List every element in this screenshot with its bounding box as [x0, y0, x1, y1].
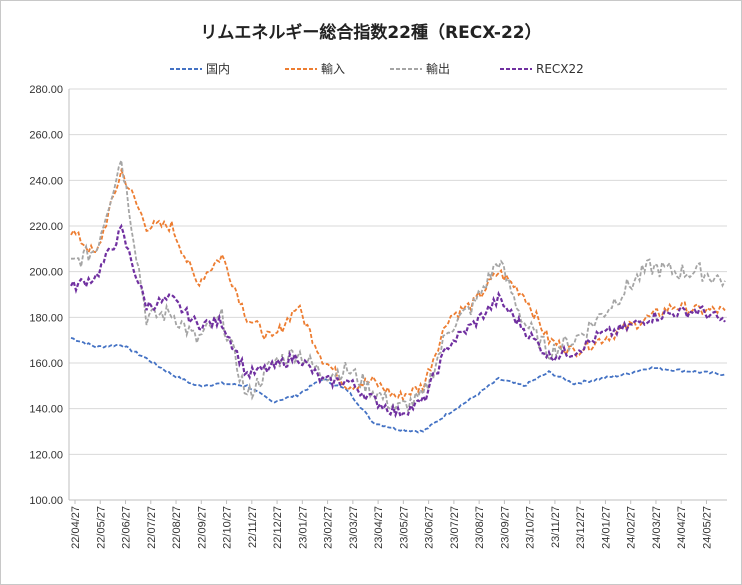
x-tick-label: 22/10/27 [222, 506, 234, 549]
x-tick-label: 23/11/27 [550, 506, 562, 548]
x-tick-label: 24/05/27 [701, 506, 713, 549]
series-line-4 [70, 223, 726, 419]
legend-label: RECX22 [536, 62, 584, 76]
x-tick-label: 22/06/27 [121, 506, 133, 549]
x-tick-label: 23/05/27 [398, 506, 410, 549]
x-tick-label: 22/08/27 [171, 506, 183, 549]
x-tick-label: 23/09/27 [499, 506, 511, 549]
x-tick-label: 24/04/27 [676, 506, 688, 549]
x-tick-label: 23/01/27 [297, 506, 309, 549]
x-tick-label: 23/04/27 [373, 506, 385, 549]
x-tick-label: 22/11/27 [247, 506, 259, 548]
x-tick-label: 24/01/27 [600, 506, 612, 549]
x-tick-label: 23/02/27 [323, 506, 335, 549]
series-line-2 [70, 167, 726, 403]
x-tick-label: 22/04/27 [70, 506, 82, 549]
y-tick-label: 180.00 [29, 312, 63, 324]
y-tick-label: 260.00 [29, 130, 63, 142]
x-tick-label: 23/03/27 [348, 506, 360, 549]
legend-label: 国内 [206, 62, 230, 76]
y-tick-label: 140.00 [29, 404, 63, 416]
x-tick-label: 22/07/27 [146, 506, 158, 549]
chart-title: リムエネルギー総合指数22種（RECX-22） [200, 23, 542, 43]
series-line-3 [71, 160, 726, 412]
series-lines [70, 160, 726, 434]
y-axis: 100.00 120.00 140.00 160.00 180.00 200.00 220.… [29, 84, 70, 507]
y-tick-label: 100.00 [29, 495, 63, 507]
x-tick-label: 23/07/27 [449, 506, 461, 549]
x-tick-label: 23/10/27 [525, 506, 537, 549]
y-tick-label: 200.00 [29, 267, 63, 279]
y-tick-label: 240.00 [29, 175, 63, 187]
legend-label: 輸入 [321, 61, 345, 76]
legend: 国内 輸入 輸出 RECX22 [170, 61, 584, 76]
x-tick-label: 23/08/27 [474, 506, 486, 549]
y-tick-label: 220.00 [29, 221, 63, 233]
gridlines [69, 88, 727, 501]
x-tick-label: 23/06/27 [424, 506, 436, 549]
x-axis: 22/04/27 22/05/27 22/06/27 22/07/27 22/08/27… [69, 499, 727, 549]
x-tick-label: 22/12/27 [272, 506, 284, 549]
y-tick-label: 160.00 [29, 358, 63, 370]
y-tick-label: 280.00 [29, 84, 63, 96]
x-tick-label: 22/05/27 [95, 506, 107, 549]
x-tick-label: 22/09/27 [196, 506, 208, 549]
series-line-1 [70, 337, 726, 434]
x-tick-label: 23/12/27 [575, 506, 587, 549]
x-tick-label: 24/03/27 [651, 506, 663, 549]
y-tick-label: 120.00 [29, 449, 63, 461]
legend-label: 輸出 [426, 61, 450, 76]
x-tick-label: 24/02/27 [626, 506, 638, 549]
